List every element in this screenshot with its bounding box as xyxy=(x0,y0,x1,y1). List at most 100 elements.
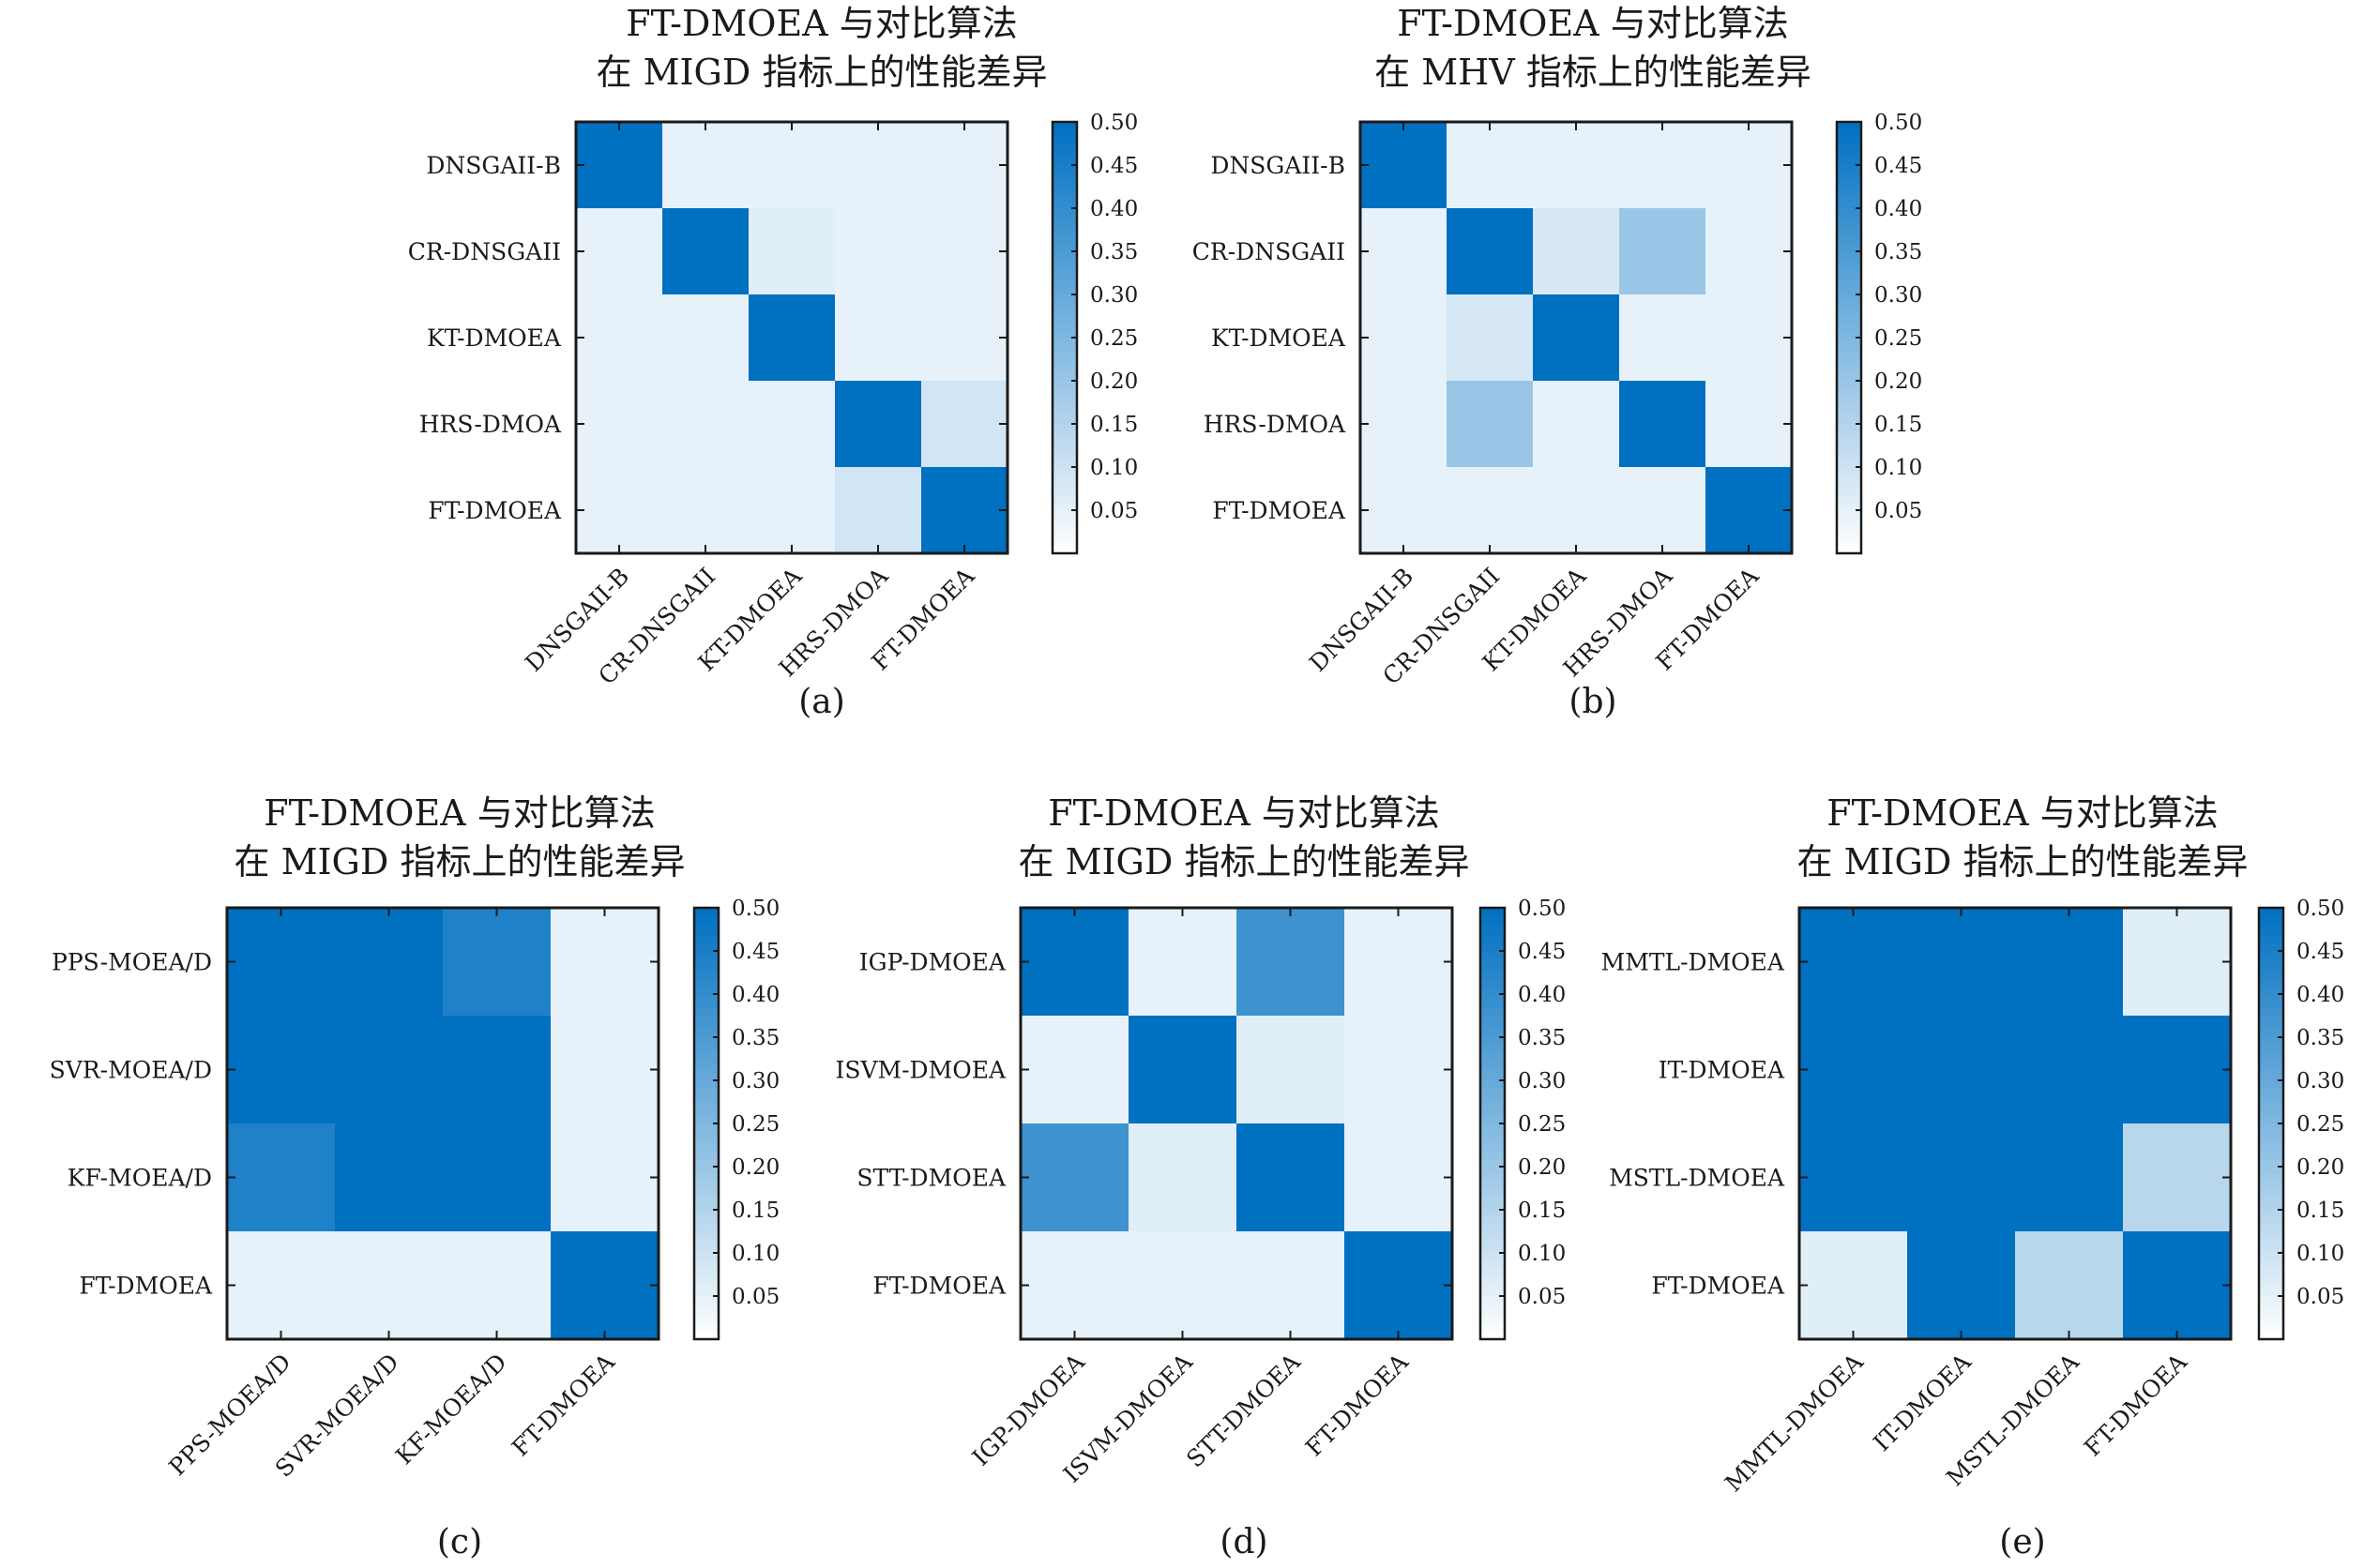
colorbar-tick-label: 0.50 xyxy=(1090,111,1138,135)
colorbar-segment xyxy=(694,1138,719,1146)
colorbar-tick-label: 0.40 xyxy=(1518,983,1566,1007)
colorbar-segment xyxy=(694,1253,719,1261)
colorbar-segment xyxy=(1837,474,1861,482)
heatmap-cell xyxy=(335,908,444,1017)
heatmap-cell xyxy=(1236,1123,1345,1232)
colorbar-tick-label: 0.35 xyxy=(732,1026,780,1050)
colorbar-segment xyxy=(694,951,719,959)
colorbar-segment xyxy=(694,1188,719,1197)
colorbar-segment xyxy=(1480,1130,1505,1138)
colorbar-segment xyxy=(1053,230,1077,238)
colorbar-segment xyxy=(2259,1008,2283,1017)
colorbar-segment xyxy=(694,1123,719,1132)
colorbar-segment xyxy=(694,1181,719,1189)
heatmap-cell xyxy=(335,1123,444,1232)
colorbar-segment xyxy=(1053,208,1077,217)
colorbar-segment xyxy=(1837,279,1861,288)
colorbar-segment xyxy=(2259,1188,2283,1197)
colorbar-segment xyxy=(1837,503,1861,511)
colorbar-segment xyxy=(694,1008,719,1017)
colorbar-segment xyxy=(2259,1087,2283,1095)
y-tick-label: FT-DMOEA xyxy=(1651,1273,1785,1300)
colorbar-segment xyxy=(2259,1296,2283,1304)
colorbar-segment xyxy=(1480,1152,1505,1160)
heatmap-cell xyxy=(1799,1231,1908,1340)
colorbar-segment xyxy=(694,908,719,916)
colorbar-segment xyxy=(2259,1051,2283,1060)
colorbar-tick-label: 0.05 xyxy=(732,1285,780,1309)
colorbar-segment xyxy=(1837,172,1861,180)
heatmap-cell xyxy=(2015,1123,2124,1232)
colorbar-segment xyxy=(1837,143,1861,152)
colorbar-segment xyxy=(1480,1016,1505,1024)
colorbar-segment xyxy=(1053,452,1077,460)
colorbar-segment xyxy=(1480,922,1505,930)
colorbar-segment xyxy=(1837,481,1861,490)
colorbar-segment xyxy=(1053,179,1077,188)
colorbar-segment xyxy=(1053,402,1077,411)
colorbar-segment xyxy=(1837,517,1861,525)
colorbar-segment xyxy=(694,1152,719,1160)
colorbar-segment xyxy=(2259,1030,2283,1038)
colorbar-tick-label: 0.45 xyxy=(1518,940,1566,964)
heatmap-cell xyxy=(749,467,836,554)
colorbar-segment xyxy=(1053,373,1077,382)
colorbar-tick-label: 0.25 xyxy=(1874,326,1922,351)
colorbar-segment xyxy=(2259,1210,2283,1218)
heatmap-cell xyxy=(835,467,922,554)
heatmap-cell xyxy=(1360,208,1447,295)
colorbar-segment xyxy=(1053,467,1077,475)
colorbar-segment xyxy=(1053,193,1077,202)
heatmap-cell xyxy=(2123,1016,2232,1124)
colorbar-tick-label: 0.10 xyxy=(1874,456,1922,480)
heatmap-cell xyxy=(1129,908,1237,1017)
heatmap-cell xyxy=(921,467,1008,554)
panel-caption: (d) xyxy=(1220,1523,1267,1561)
heatmap-cell xyxy=(1344,1123,1453,1232)
colorbar-segment xyxy=(1837,409,1861,417)
colorbar-segment xyxy=(1053,538,1077,547)
colorbar-segment xyxy=(2259,1238,2283,1246)
colorbar-segment xyxy=(1053,222,1077,231)
y-tick-label: FT-DMOEA xyxy=(79,1273,213,1300)
colorbar-segment xyxy=(2259,994,2283,1003)
colorbar-segment xyxy=(1053,187,1077,195)
colorbar-segment xyxy=(694,957,719,966)
colorbar-segment xyxy=(1837,165,1861,173)
heatmap-cell xyxy=(1447,381,1534,468)
colorbar-segment xyxy=(2259,1159,2283,1168)
colorbar-segment xyxy=(1053,158,1077,166)
heatmap-cell xyxy=(443,1016,552,1124)
colorbar-tick-label: 0.25 xyxy=(1518,1112,1566,1137)
colorbar-tick-label: 0.50 xyxy=(732,897,780,921)
colorbar-segment xyxy=(1837,387,1861,396)
colorbar-segment xyxy=(1837,301,1861,309)
colorbar-segment xyxy=(1053,150,1077,158)
colorbar-tick-label: 0.05 xyxy=(1874,499,1922,523)
colorbar-segment xyxy=(2259,1138,2283,1146)
colorbar-segment xyxy=(1053,510,1077,519)
heatmap-cell xyxy=(1799,1123,1908,1232)
colorbar-segment xyxy=(1053,381,1077,389)
colorbar-segment xyxy=(694,965,719,973)
heatmap-cell xyxy=(662,208,750,295)
colorbar-segment xyxy=(2259,943,2283,952)
colorbar-segment xyxy=(1837,366,1861,374)
colorbar-segment xyxy=(1053,424,1077,432)
colorbar-tick-label: 0.40 xyxy=(1090,197,1138,221)
colorbar-segment xyxy=(2259,1123,2283,1132)
heatmap-cell xyxy=(835,122,922,209)
colorbar-segment xyxy=(1837,510,1861,519)
colorbar-segment xyxy=(1053,323,1077,331)
colorbar-segment xyxy=(694,1332,719,1340)
y-tick-label: DNSGAII-B xyxy=(426,152,561,179)
colorbar-segment xyxy=(1837,316,1861,324)
colorbar-segment xyxy=(1480,951,1505,959)
colorbar-segment xyxy=(2259,1303,2283,1311)
colorbar-segment xyxy=(2259,957,2283,966)
colorbar-segment xyxy=(1837,323,1861,331)
heatmap-cell xyxy=(662,467,750,554)
colorbar-tick-label: 0.25 xyxy=(1090,326,1138,351)
colorbar-segment xyxy=(1053,273,1077,281)
